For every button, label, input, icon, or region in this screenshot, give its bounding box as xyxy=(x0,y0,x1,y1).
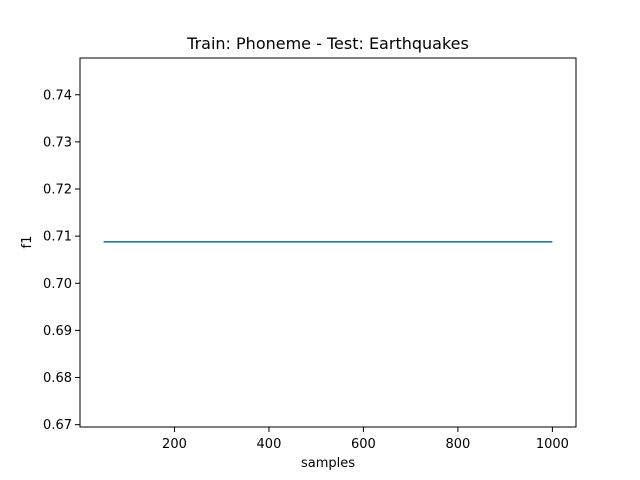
x-tick-label: 600 xyxy=(351,437,376,452)
y-tick-label: 0.72 xyxy=(43,183,72,198)
x-tick-label: 400 xyxy=(257,437,282,452)
x-tick-label: 200 xyxy=(162,437,187,452)
x-tick-label: 800 xyxy=(445,437,470,452)
y-tick-label: 0.74 xyxy=(43,88,72,103)
x-axis-label: samples xyxy=(301,456,355,471)
y-tick-label: 0.67 xyxy=(43,418,72,433)
y-tick-label: 0.68 xyxy=(43,371,72,386)
y-tick-label: 0.71 xyxy=(43,230,72,245)
y-tick-label: 0.70 xyxy=(43,277,72,292)
x-axis: 200 400 600 800 1000 xyxy=(162,427,569,452)
plot-area xyxy=(79,57,577,428)
y-tick-label: 0.69 xyxy=(43,324,72,339)
x-tick-label: 1000 xyxy=(536,437,569,452)
chart-title: Train: Phoneme - Test: Earthquakes xyxy=(186,34,469,53)
y-axis-label: f1 xyxy=(20,236,35,249)
y-axis: 0.67 0.68 0.69 0.70 0.71 0.72 0.73 0.74 xyxy=(43,88,80,433)
y-tick-label: 0.73 xyxy=(43,135,72,150)
